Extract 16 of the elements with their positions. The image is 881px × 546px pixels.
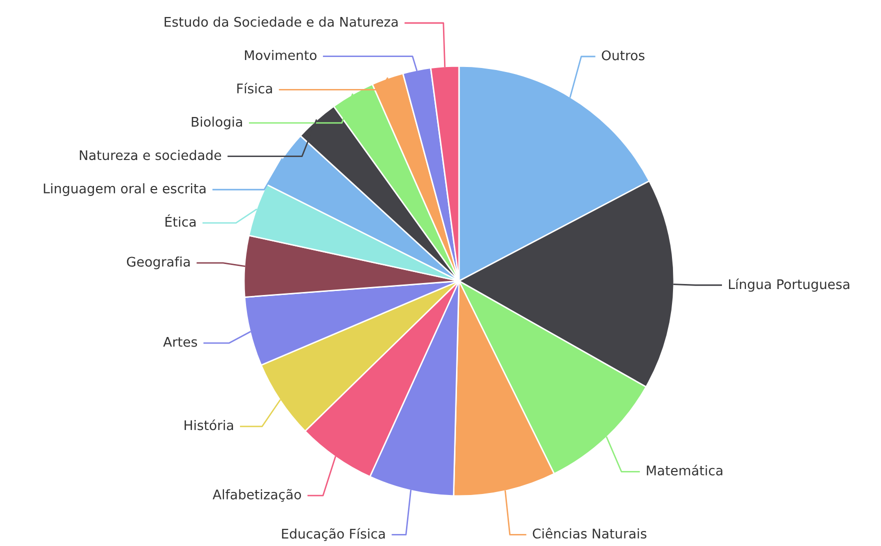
slice-label: Biologia [192, 116, 242, 130]
slice-label: Ciências Naturais [532, 528, 646, 539]
slice-label: Alfabetização [212, 489, 302, 502]
slice-label: Matemática [646, 464, 722, 476]
slice-label: Artes [163, 337, 198, 347]
slice-label: Outros [602, 50, 644, 60]
slice-label: Movimento [244, 50, 316, 60]
slice-label: Língua Portuguesa [729, 278, 850, 292]
slice-label: Física [237, 82, 272, 94]
slice-label: Estudo da Sociedade e da Natureza [164, 16, 398, 27]
slice-label: Linguagem oral e escrita [44, 183, 206, 196]
slice-label: Natureza e sociedade [80, 150, 222, 160]
slice-label: Geografia [126, 256, 190, 270]
slice-label: Educação Física [282, 528, 385, 542]
slice-label: Ética [166, 214, 196, 227]
slice-label: História [184, 419, 234, 430]
